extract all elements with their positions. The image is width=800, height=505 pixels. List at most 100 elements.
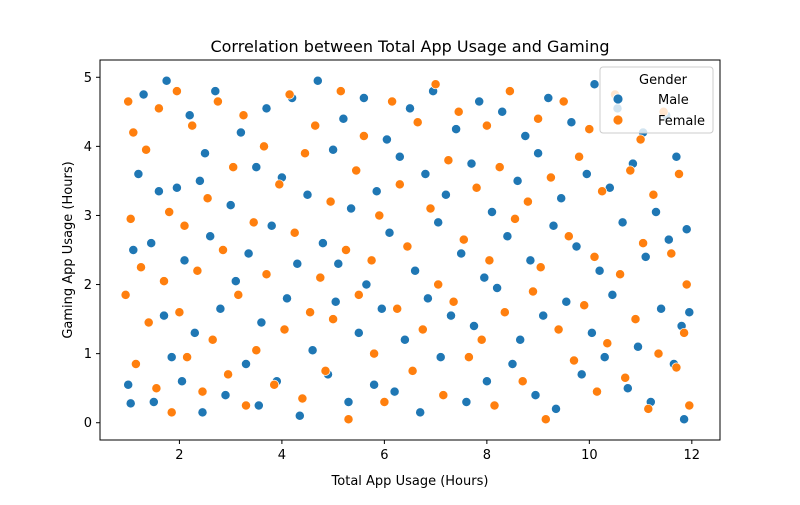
data-point-male xyxy=(200,148,210,159)
y-tick-label: 3 xyxy=(84,209,92,224)
data-point-male xyxy=(399,334,410,345)
data-point-male xyxy=(369,379,380,390)
data-point-male xyxy=(671,151,682,162)
data-point-female xyxy=(289,227,300,238)
legend-label-male: Male xyxy=(658,93,689,108)
data-point-female xyxy=(425,203,436,214)
data-point-female xyxy=(238,110,249,121)
data-point-female xyxy=(151,383,162,394)
data-point-male xyxy=(125,398,136,409)
data-point-female xyxy=(476,334,487,345)
data-point-female xyxy=(120,289,131,300)
data-point-female xyxy=(533,113,544,124)
data-point-male xyxy=(681,224,692,235)
data-point-male xyxy=(461,397,472,407)
data-point-female xyxy=(602,338,613,349)
data-point-male xyxy=(133,169,144,179)
data-point-female xyxy=(274,179,285,190)
y-tick-label: 4 xyxy=(84,140,92,155)
data-point-female xyxy=(174,307,185,318)
data-point-female xyxy=(597,186,608,197)
data-point-male xyxy=(128,245,139,255)
data-point-male xyxy=(492,283,503,293)
x-axis-label: Total App Usage (Hours) xyxy=(331,474,489,489)
data-point-female xyxy=(407,365,418,376)
data-point-female xyxy=(179,220,190,231)
data-point-male xyxy=(451,124,462,135)
y-tick-label: 5 xyxy=(84,71,92,86)
data-point-male xyxy=(469,321,479,331)
data-point-female xyxy=(325,196,336,207)
data-point-male xyxy=(282,293,292,304)
data-point-female xyxy=(484,255,495,266)
data-point-female xyxy=(187,120,198,131)
data-point-female xyxy=(279,324,290,335)
data-point-male xyxy=(543,93,554,103)
data-point-male xyxy=(353,327,364,338)
data-point-male xyxy=(656,303,667,314)
data-point-male xyxy=(566,117,577,128)
data-point-male xyxy=(292,258,303,269)
data-point-female xyxy=(166,407,177,418)
data-point-female xyxy=(164,207,175,217)
y-tick-label: 0 xyxy=(84,416,92,431)
data-point-female xyxy=(569,355,579,366)
data-point-male xyxy=(184,110,195,121)
data-point-female xyxy=(310,120,321,131)
data-point-female xyxy=(335,86,346,97)
data-point-male xyxy=(179,255,190,266)
data-point-male xyxy=(640,251,651,262)
plot-area-frame xyxy=(99,59,721,441)
data-point-female xyxy=(574,151,585,162)
data-point-female xyxy=(269,379,280,390)
data-point-female xyxy=(494,162,505,173)
data-point-male xyxy=(651,207,661,217)
data-point-female xyxy=(684,400,695,411)
data-point-male xyxy=(159,310,169,321)
data-point-female xyxy=(540,414,551,425)
data-point-male xyxy=(589,79,600,90)
data-point-male xyxy=(205,231,216,242)
x-tick-label: 4 xyxy=(278,448,286,463)
data-point-male xyxy=(333,258,344,269)
data-point-female xyxy=(666,248,677,259)
data-point-female xyxy=(207,334,218,345)
data-point-male xyxy=(507,359,518,369)
data-point-male xyxy=(153,186,164,197)
data-point-female xyxy=(553,324,564,335)
data-point-female xyxy=(504,86,515,97)
data-point-female xyxy=(643,403,654,414)
data-point-female xyxy=(615,269,626,280)
data-point-male xyxy=(343,397,354,407)
data-point-female xyxy=(563,231,574,242)
data-point-female xyxy=(535,262,546,273)
x-tick-label: 2 xyxy=(175,448,183,463)
data-point-female xyxy=(343,414,354,425)
data-point-male xyxy=(420,169,431,179)
data-point-male xyxy=(346,203,357,214)
data-point-male xyxy=(210,86,221,97)
data-point-male xyxy=(389,386,400,397)
data-point-male xyxy=(466,158,477,169)
data-point-female xyxy=(300,148,310,159)
data-point-male xyxy=(358,93,369,103)
data-point-male xyxy=(525,255,536,266)
data-point-male xyxy=(146,238,157,249)
data-point-female xyxy=(635,134,646,145)
data-point-female xyxy=(412,117,423,128)
data-point-female xyxy=(558,96,569,107)
data-point-female xyxy=(674,169,684,179)
data-point-male xyxy=(225,200,236,211)
data-point-female xyxy=(402,241,413,252)
data-point-female xyxy=(579,300,590,311)
data-point-male xyxy=(189,327,200,338)
legend-marker-female xyxy=(612,114,624,126)
data-point-female xyxy=(545,172,556,183)
data-point-female xyxy=(458,234,469,245)
data-point-female xyxy=(123,96,134,107)
x-tick-label: 8 xyxy=(483,448,491,463)
data-point-female xyxy=(433,279,444,290)
legend-marker-male xyxy=(612,93,624,105)
data-point-female xyxy=(448,296,459,307)
data-point-male xyxy=(410,265,421,276)
